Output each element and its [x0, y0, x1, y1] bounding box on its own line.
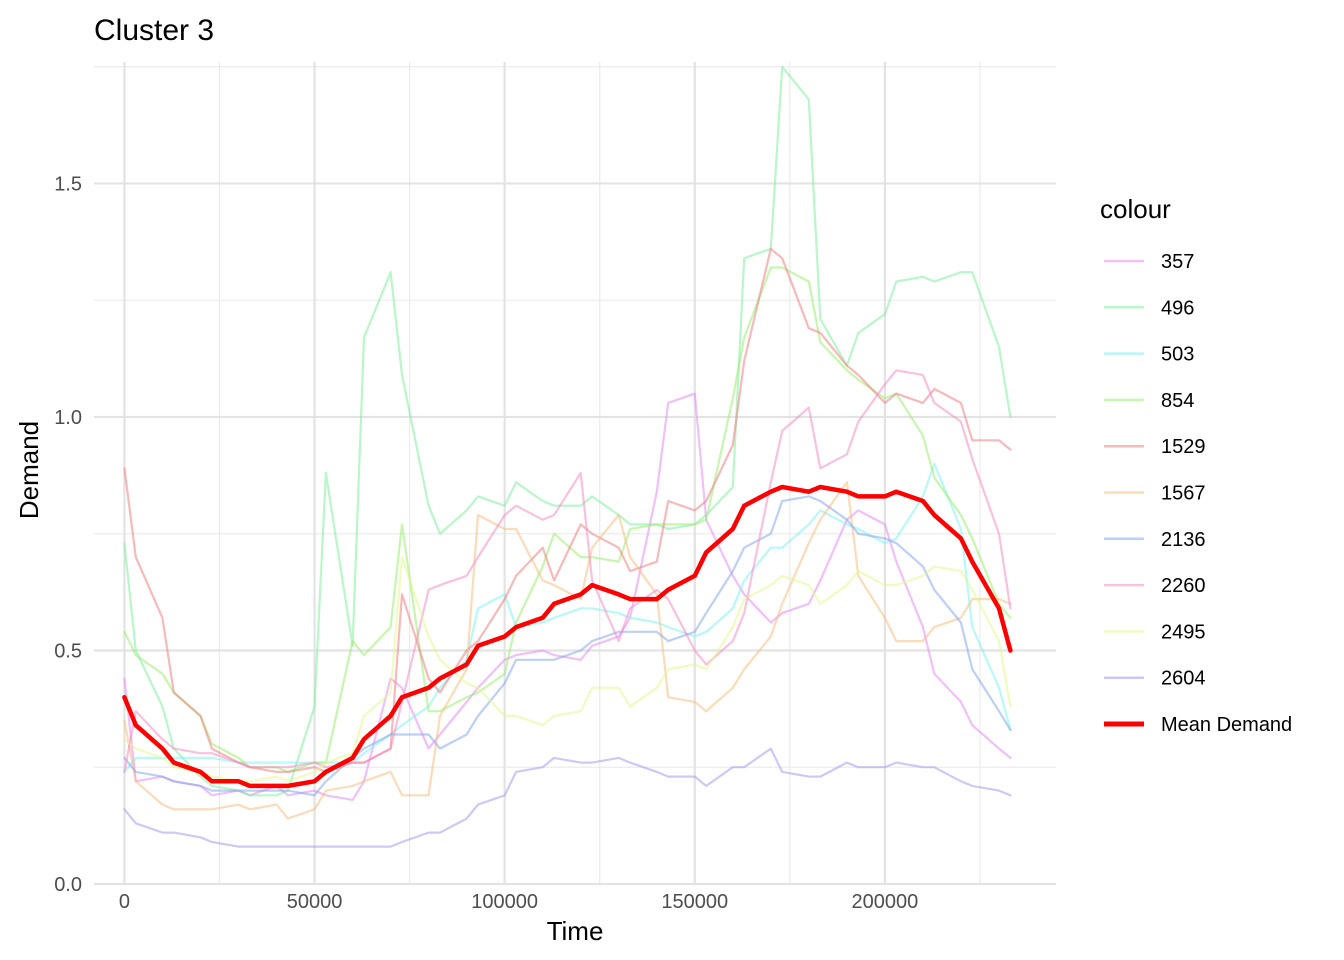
series-layer [122, 65, 1013, 848]
legend: colour 357 496 503 854 1529 1567 2136 2260 2495 2… [1100, 194, 1292, 736]
legend-label: 1567 [1161, 483, 1206, 505]
series-line-2260 [123, 369, 1012, 774]
legend-label: 2604 [1161, 668, 1206, 690]
series-line-1529 [123, 247, 1012, 774]
legend-title: colour [1100, 194, 1171, 224]
series-line-mean-demand [122, 484, 1013, 789]
y-tick-labels: 0.0 0.5 1.0 1.5 [54, 173, 82, 896]
y-tick-label: 1.5 [54, 173, 82, 195]
legend-label: 496 [1161, 297, 1194, 319]
legend-label: 2495 [1161, 621, 1206, 643]
legend-label: 1529 [1161, 436, 1206, 458]
series-line-503 [123, 462, 1012, 774]
grid-major [94, 62, 1056, 886]
series-line-1567 [123, 481, 1012, 820]
x-tick-label: 100000 [471, 891, 538, 913]
y-axis-title: Demand [14, 421, 44, 519]
legend-label: 854 [1161, 390, 1194, 412]
series-line-2136 [123, 495, 1012, 797]
x-tick-label: 0 [119, 891, 130, 913]
x-axis-title: Time [547, 916, 604, 946]
series-line-2604 [123, 747, 1012, 848]
legend-label: Mean Demand [1161, 714, 1292, 736]
x-tick-label: 50000 [287, 891, 343, 913]
x-tick-label: 150000 [661, 891, 728, 913]
y-tick-label: 1.0 [54, 407, 82, 429]
y-tick-label: 0.5 [54, 640, 82, 662]
legend-label: 503 [1161, 344, 1194, 366]
chart-title: Cluster 3 [94, 14, 214, 47]
series-line-2495 [123, 555, 1012, 783]
legend-label: 2260 [1161, 575, 1206, 597]
x-tick-labels: 0 50000 100000 150000 200000 [119, 891, 918, 913]
legend-label: 2136 [1161, 529, 1206, 551]
y-tick-label: 0.0 [54, 874, 82, 896]
x-tick-label: 200000 [852, 891, 919, 913]
legend-label: 357 [1161, 251, 1194, 273]
series-line-496 [123, 65, 1012, 797]
